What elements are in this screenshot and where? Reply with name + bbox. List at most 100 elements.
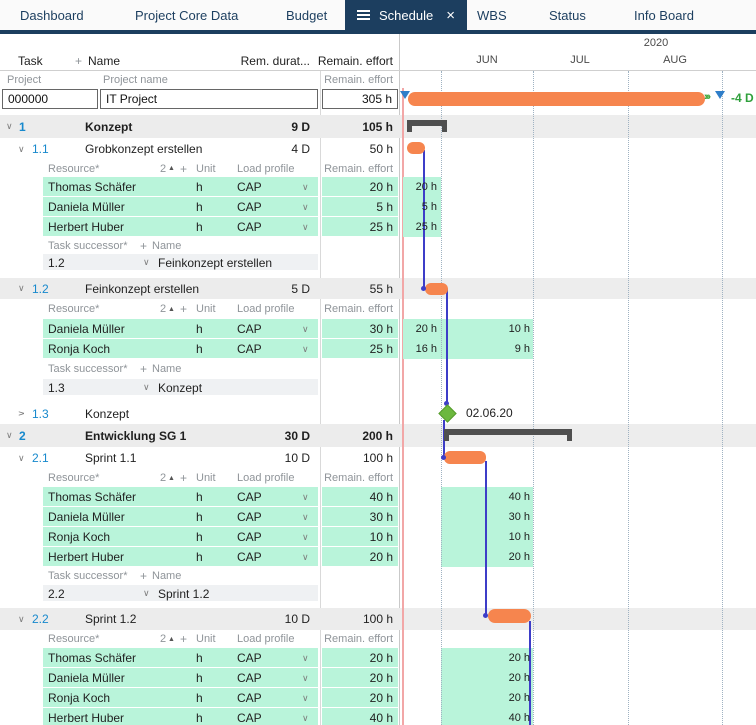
chevron-down-icon[interactable]: ∨ [302,181,309,192]
task-row-1-2[interactable]: ∨ 1.2 Feinkonzept erstellen 5 D 55 h [0,278,400,299]
collapse-chevron-icon[interactable]: ∨ [6,121,13,131]
resource-unit: h [196,200,203,214]
collapse-chevron-icon[interactable]: ∨ [18,283,25,293]
hamburger-menu-icon[interactable] [357,14,370,16]
successor-row[interactable]: 2.2 ∨ Sprint 1.2 [0,585,400,602]
resource-row[interactable]: Daniela Müller h CAP ∨ 20 h [0,668,400,688]
add-resource-icon[interactable]: + [180,471,188,485]
resource-load-profile: CAP [237,550,262,564]
chevron-down-icon[interactable]: ∨ [143,588,150,598]
column-header-name[interactable]: Name [88,53,121,68]
resource-row[interactable]: Herbert Huber h CAP ∨ 40 h [0,708,400,725]
add-resource-icon[interactable]: + [180,302,188,316]
sort-asc-icon[interactable]: ▲ [168,165,175,172]
resource-effort: 20 h [369,180,393,194]
resource-effort-band [403,319,533,359]
chevron-down-icon[interactable]: ∨ [302,221,309,232]
chevron-down-icon[interactable]: ∨ [302,551,309,562]
resource-row[interactable]: Daniela Müller h CAP ∨ 30 h [0,507,400,527]
resource-band [322,487,398,506]
add-successor-icon[interactable]: + [140,569,148,583]
chevron-down-icon[interactable]: ∨ [302,323,309,334]
sort-asc-icon[interactable]: ▲ [168,474,175,482]
resource-row[interactable]: Ronja Koch h CAP ∨ 25 h [0,339,400,359]
task-row-2-2[interactable]: ∨ 2.2 Sprint 1.2 10 D 100 h [0,608,400,630]
project-id-field[interactable]: 000000 [2,89,98,109]
project-effort-field[interactable]: 305 h [322,89,398,109]
tab-wbs[interactable]: WBS [477,0,507,30]
add-successor-icon[interactable]: + [140,238,148,253]
resource-row[interactable]: Thomas Schäfer h CAP ∨ 40 h [0,487,400,507]
close-icon[interactable]: × [446,6,455,24]
chevron-down-icon[interactable]: ∨ [143,382,150,392]
add-resource-icon[interactable]: + [180,161,188,176]
chevron-down-icon[interactable]: ∨ [302,343,309,354]
gantt-bar-feinkonzept[interactable] [425,283,448,295]
chevron-down-icon[interactable]: ∨ [302,692,309,703]
gantt-summary-entwicklung[interactable] [444,429,572,441]
add-resource-icon[interactable]: + [180,632,188,646]
resource-row[interactable]: Thomas Schäfer h CAP ∨ 20 h [0,177,400,197]
task-row-1-1[interactable]: ∨ 1.1 Grobkonzept erstellen 4 D 50 h [0,138,400,160]
successor-header-row: Task successor* + Name [0,237,400,254]
chevron-down-icon[interactable]: ∨ [302,531,309,542]
successor-column-header: Task successor* [48,239,128,252]
add-successor-icon[interactable]: + [140,362,148,376]
tab-info-board[interactable]: Info Board [634,0,694,30]
chevron-down-icon[interactable]: ∨ [143,257,150,267]
sort-asc-icon[interactable]: ▲ [168,305,175,313]
gantt-summary-konzept[interactable] [407,120,447,132]
successor-row[interactable]: 1.3 ∨ Konzept [0,379,400,396]
tab-status[interactable]: Status [549,0,586,30]
load-profile-column-header: Load profile [237,162,295,175]
resource-row[interactable]: Daniela Müller h CAP ∨ 5 h [0,197,400,217]
successor-row[interactable]: 1.2 ∨ Feinkonzept erstellen [0,254,400,271]
successor-name: Konzept [158,380,203,395]
resource-effort: 30 h [369,322,393,336]
chevron-down-icon[interactable]: ∨ [302,511,309,522]
gantt-bar-sprint-1-2[interactable] [488,609,531,623]
collapse-chevron-icon[interactable]: ∨ [18,613,25,624]
column-header-task[interactable]: Task [18,53,43,68]
chevron-down-icon[interactable]: ∨ [302,672,309,683]
chevron-down-icon[interactable]: ∨ [302,491,309,502]
tab-label: Schedule [379,7,434,23]
task-name: Sprint 1.2 [85,612,137,626]
resource-row[interactable]: Thomas Schäfer h CAP ∨ 20 h [0,648,400,668]
sort-order-badge[interactable]: 2 [160,472,167,484]
tab-dashboard[interactable]: Dashboard [20,0,84,30]
task-row-1[interactable]: ∨ 1 Konzept 9 D 105 h [0,115,400,138]
add-column-icon[interactable]: + [75,53,83,68]
task-row-1-3[interactable]: ∨ 1.3 Konzept [0,403,400,424]
resource-row[interactable]: Ronja Koch h CAP ∨ 10 h [0,527,400,547]
column-header-rem-duration[interactable]: Rem. durat... [240,53,310,68]
task-effort: 105 h [362,119,393,134]
task-row-2[interactable]: ∨ 2 Entwicklung SG 1 30 D 200 h [0,424,400,447]
sort-asc-icon[interactable]: ▲ [168,635,175,643]
chevron-down-icon[interactable]: ∨ [302,712,309,723]
column-header-remain-effort[interactable]: Remain. effort [317,53,393,68]
resource-effort: 25 h [369,220,393,234]
tab-schedule-active[interactable]: Schedule × [345,0,467,30]
task-row-2-1[interactable]: ∨ 2.1 Sprint 1.1 10 D 100 h [0,447,400,469]
resource-row[interactable]: Ronja Koch h CAP ∨ 20 h [0,688,400,708]
gantt-bar-grobkonzept[interactable] [407,142,425,154]
sort-order-badge[interactable]: 2 [160,162,167,175]
chevron-down-icon[interactable]: ∨ [302,652,309,663]
tab-budget[interactable]: Budget [286,0,327,30]
resource-row[interactable]: Herbert Huber h CAP ∨ 20 h [0,547,400,567]
expand-chevron-icon[interactable]: ∨ [15,410,26,417]
resource-row[interactable]: Herbert Huber h CAP ∨ 25 h [0,217,400,237]
resource-header-row: Resource* 2 ▲ + Unit Load profile Remain… [0,469,400,487]
sort-order-badge[interactable]: 2 [160,303,167,315]
gantt-bar-sprint-1-1[interactable] [444,451,486,464]
collapse-chevron-icon[interactable]: ∨ [6,430,13,440]
resource-row[interactable]: Daniela Müller h CAP ∨ 30 h [0,319,400,339]
project-name-field[interactable]: IT Project [100,89,318,109]
chevron-down-icon[interactable]: ∨ [302,201,309,212]
tab-project-core-data[interactable]: Project Core Data [135,0,238,30]
collapse-chevron-icon[interactable]: ∨ [18,452,25,463]
gantt-bar-project[interactable] [408,92,705,106]
collapse-chevron-icon[interactable]: ∨ [18,143,25,154]
sort-order-badge[interactable]: 2 [160,633,167,645]
